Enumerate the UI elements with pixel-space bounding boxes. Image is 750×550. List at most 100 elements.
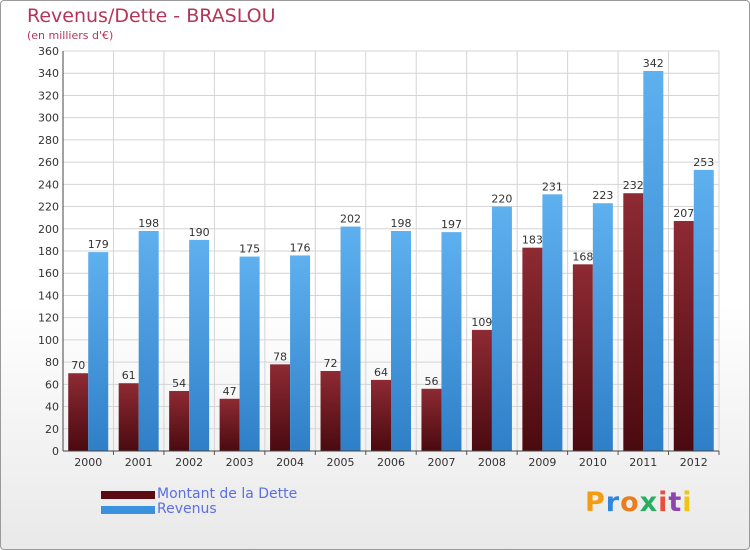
legend-item-debt: Montant de la Dette: [101, 487, 297, 502]
data-label-revenue-2007: 197: [441, 218, 462, 231]
data-label-revenue-2006: 198: [391, 217, 412, 230]
bar-revenue-2005: [340, 226, 361, 451]
bar-debt-2007: [421, 388, 442, 451]
data-label-debt-2002: 54: [172, 377, 186, 390]
logo-letter: x: [639, 487, 659, 518]
bar-revenue-2010: [592, 203, 613, 451]
logo-letter: P: [585, 487, 606, 518]
data-label-debt-2011: 232: [623, 179, 644, 192]
chart-title: Revenus/Dette - BRASLOU: [27, 5, 276, 27]
y-tick-label: 260: [38, 156, 59, 169]
legend-swatch-revenue: [101, 505, 155, 514]
y-tick-label: 60: [45, 378, 59, 391]
chart-subtitle: (en milliers d'€): [27, 29, 114, 42]
legend: Montant de la Dette Revenus: [101, 487, 297, 517]
x-tick-label: 2002: [175, 456, 203, 469]
bar-debt-2003: [219, 398, 240, 451]
data-labels: 70 179 61 198 54 190 47 175 78 176 72 202 64 198 56 197…: [71, 57, 714, 398]
bar-revenue-2012: [693, 169, 714, 451]
x-tick-label: 2004: [276, 456, 304, 469]
bar-debt-2004: [270, 364, 291, 451]
bar-revenue-2003: [239, 256, 260, 451]
bar-debt-2010: [572, 264, 593, 451]
proxiti-logo: Proxiti: [585, 487, 693, 518]
y-tick-label: 100: [38, 334, 59, 347]
data-label-revenue-2000: 179: [88, 238, 109, 251]
logo-letter: i: [682, 487, 693, 518]
data-label-revenue-2009: 231: [542, 180, 563, 193]
y-tick-label: 140: [38, 289, 59, 302]
bar-debt-2006: [371, 379, 391, 451]
data-label-debt-2001: 61: [122, 369, 136, 382]
bar-debt-2009: [522, 247, 543, 451]
y-tick-label: 180: [38, 245, 59, 258]
data-label-revenue-2004: 176: [290, 241, 311, 254]
data-label-debt-2010: 168: [572, 250, 593, 263]
data-label-debt-2003: 47: [223, 385, 237, 398]
x-tick-label: 2012: [680, 456, 708, 469]
y-tick-label: 340: [38, 67, 59, 80]
y-tick-label: 120: [38, 312, 59, 325]
axes: 0 20 40 60 80 100 120 140 160 180 200 220 240 260 280 3…: [38, 45, 720, 469]
y-tick-label: 200: [38, 223, 59, 236]
y-tick-label: 0: [52, 445, 59, 458]
x-tick-label: 2009: [528, 456, 556, 469]
data-label-revenue-2012: 253: [693, 156, 714, 169]
bar-debt-2000: [68, 373, 89, 451]
data-label-revenue-2010: 223: [592, 189, 613, 202]
data-label-revenue-2011: 342: [643, 57, 664, 70]
bar-debt-2001: [118, 383, 139, 451]
bar-revenue-2006: [391, 231, 411, 451]
x-tick-label: 2011: [629, 456, 657, 469]
x-tick-label: 2010: [579, 456, 607, 469]
data-label-debt-2005: 72: [324, 357, 338, 370]
data-label-debt-2006: 64: [374, 366, 388, 379]
data-label-debt-2007: 56: [424, 375, 438, 388]
bar-revenue-2011: [643, 71, 664, 451]
x-tick-label: 2001: [125, 456, 153, 469]
bar-revenue-2008: [491, 206, 512, 451]
x-tick-label: 2000: [74, 456, 102, 469]
y-tick-label: 300: [38, 112, 59, 125]
data-label-debt-2004: 78: [273, 350, 287, 363]
x-tick-label: 2006: [377, 456, 405, 469]
bar-revenue-2002: [189, 239, 210, 451]
bar-revenue-2001: [138, 231, 159, 451]
bar-debt-2002: [169, 391, 190, 451]
logo-letter: o: [620, 487, 640, 518]
y-tick-label: 280: [38, 134, 59, 147]
data-label-revenue-2005: 202: [340, 213, 361, 226]
bar-revenue-2004: [290, 255, 311, 451]
bar-revenue-2007: [441, 232, 462, 451]
data-label-revenue-2002: 190: [189, 226, 210, 239]
bar-debt-2008: [471, 329, 492, 451]
y-tick-label: 240: [38, 178, 59, 191]
y-tick-label: 220: [38, 201, 59, 214]
data-label-revenue-2001: 198: [138, 217, 159, 230]
legend-swatch-debt: [101, 490, 155, 499]
x-tick-label: 2003: [226, 456, 254, 469]
x-tick-label: 2007: [427, 456, 455, 469]
y-tick-label: 320: [38, 89, 59, 102]
legend-item-revenue: Revenus: [101, 502, 297, 517]
legend-label-revenue: Revenus: [157, 501, 217, 517]
y-tick-label: 80: [45, 356, 59, 369]
bar-debt-2012: [673, 221, 694, 451]
bar-debt-2005: [320, 371, 341, 451]
data-label-debt-2000: 70: [71, 359, 85, 372]
bar-debt-2011: [623, 193, 644, 451]
y-tick-label: 20: [45, 423, 59, 436]
legend-label-debt: Montant de la Dette: [157, 486, 298, 502]
y-tick-label: 160: [38, 267, 59, 280]
y-tick-label: 40: [45, 401, 59, 414]
bar-revenue-2000: [88, 252, 109, 451]
bars: [68, 71, 714, 452]
logo-letter: t: [668, 487, 683, 518]
data-label-debt-2012: 207: [673, 207, 694, 220]
y-tick-label: 360: [38, 45, 59, 58]
data-label-revenue-2008: 220: [491, 193, 512, 206]
x-tick-label: 2005: [327, 456, 355, 469]
data-label-revenue-2003: 175: [239, 243, 260, 256]
